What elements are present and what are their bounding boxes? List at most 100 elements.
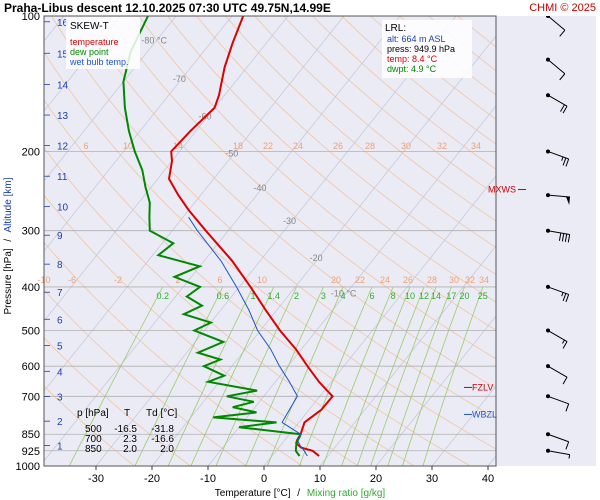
isotherm [151,35,496,466]
temperature-tick-label: 40 [482,473,494,485]
mixing-ratio-label: 2 [294,291,299,301]
table-cell: 850 [85,444,102,455]
theta-label: 14 [173,141,183,151]
plot-frame [43,15,497,467]
y-axis-separator: / [3,239,14,242]
wind-barb-staff [547,230,570,236]
isotherm-label: -30 [283,216,296,226]
mixing-ratio-label: 1.4 [268,291,281,301]
wind-barb-staff [547,150,569,160]
wind-barb-dot [546,16,550,18]
pressure-tick-label: 500 [22,326,40,338]
altitude-tick-label: 10 [57,202,69,213]
table-cell: -31.8 [151,424,174,435]
y-axis-label: Pressure [hPa] / Altitude [km] [3,177,14,314]
wind-barb-pennant [565,196,570,205]
isotherm [95,16,457,466]
dry-adiabat [80,16,496,389]
mixing-ratio-label: 1 [251,291,256,301]
wind-barb-full [561,233,565,242]
dry-adiabat [167,16,496,303]
dry-adiabat [109,16,496,360]
theta-label: 28 [365,141,375,151]
temperature-tick-label: 10 [314,473,326,485]
wind-barb-full [559,29,566,37]
legend-item-wetbulb: wet bulb temp. [69,57,129,67]
plot-background [44,16,496,466]
mixing-ratio-label: 3 [321,291,326,301]
temperature-tick-label: 20 [370,473,382,485]
table-header-p: p [hPa] [77,408,109,419]
wind-barb-dot [546,432,550,437]
summary-table: p [hPa] T Td [°C] 500 -16.5 -31.8 700 2.… [77,408,177,455]
wind-barb-staff [547,94,568,107]
wind-barb-full [560,104,565,112]
mixing-ratio-label: 17 [446,291,456,301]
wind-barb-full [562,157,567,166]
temperature-tick-labels: -30 -20 -10 0 10 20 30 40 [88,466,494,485]
wind-panel-background [496,16,596,466]
lrl-temperature: temp: 8.4 °C [387,54,438,64]
wind-barb-dot [546,149,550,154]
theta-label: 26 [403,275,413,285]
table-header-td: Td [°C] [146,408,177,419]
wind-barb-half [561,156,564,161]
wind-barb-full [565,294,570,303]
pressure-tick-label: 700 [22,391,40,403]
pressure-tick-labels: 100 200 300 400 500 600 700 850 925 1000 [16,11,40,473]
dry-adiabat [225,16,496,248]
pressure-tick-label: 400 [22,282,40,294]
wind-barb-half [562,339,565,344]
isotherm [431,385,496,466]
temperature-tick-label: -30 [88,473,104,485]
mixing-ratio-label: 0.2 [156,291,169,301]
wetbulb-line [188,216,308,457]
wind-barb-full [567,234,571,243]
wind-barb-half [568,454,571,459]
theta-label: 30 [449,275,459,285]
temperature-tick-label: 30 [426,473,438,485]
wind-barb-full [562,341,568,349]
wind-barb-staff [547,286,569,295]
temperature-tick-label: -10 [200,473,216,485]
isotherms [44,16,496,466]
mixing-ratio-label: 6 [369,291,374,301]
isotherm-label: -50 [225,148,238,158]
legend-item-dewpoint: dew point [70,47,109,57]
x-axis-separator: / [297,488,300,499]
theta-label: 30 [401,141,411,151]
pressure-tick-label: 100 [22,11,40,23]
level-markers: MXWS FZLV WBZL [464,185,526,419]
level-marker-label: FZLV [472,382,493,392]
mixing-ratio-label: 10 [405,291,415,301]
lrl-pressure: press: 949.9 hPa [387,44,455,54]
theta-label: 28 [427,275,437,285]
mixing-ratio-label: 20 [460,291,470,301]
wind-barb-full [562,293,567,302]
theta-label: 34 [479,275,489,285]
altitude-tick-label: 7 [57,288,63,299]
wind-barb-staff [547,16,566,31]
theta-label: 32 [437,141,447,151]
theta-label: 10 [123,141,133,151]
wind-barb-dot [546,364,550,369]
pressure-tick-label: 925 [22,446,40,458]
wind-barb-staff [547,365,568,378]
wind-barb-full [565,441,570,450]
theta-label: 18 [233,141,243,151]
theta-label: 6 [83,141,88,151]
wind-barb-full [565,403,570,412]
isotherm [44,16,233,252]
table-cell: 500 [85,424,102,435]
altitude-tick-label: 3 [57,393,63,404]
mixing-ratio-label: 12 [419,291,429,301]
theta-label: 10 [257,275,267,285]
theta-label: 34 [471,141,481,151]
altitude-tick-label: 13 [57,111,69,122]
isotherm [44,16,401,462]
altitude-tick-label: 8 [57,260,63,271]
theta-label: 22 [263,141,273,151]
wind-barb-staff [547,330,568,342]
lrl-altitude: alt: 664 m ASL [387,34,446,44]
isotherm-label: -70 [173,74,186,84]
